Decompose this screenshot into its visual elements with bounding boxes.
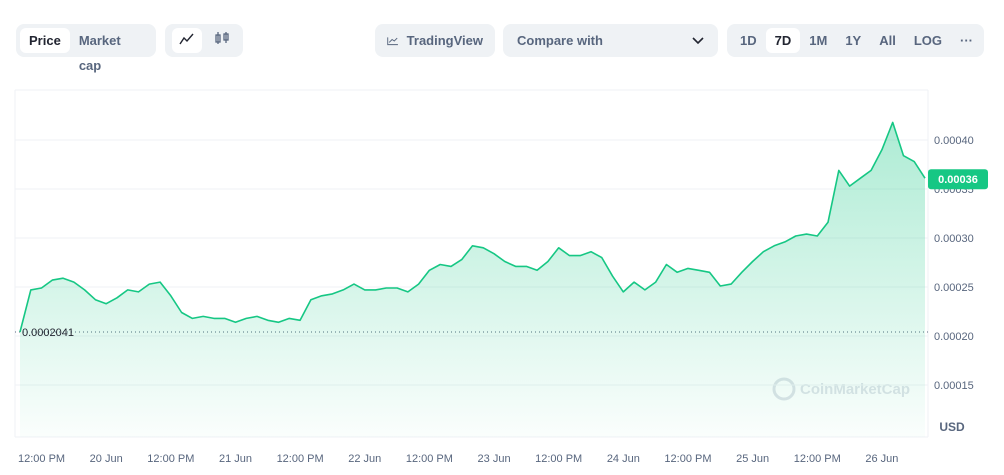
more-button[interactable]: ··· xyxy=(960,33,974,48)
watermark-text: CoinMarketCap xyxy=(800,381,910,398)
start-price-label: 0.0002041 xyxy=(22,327,74,339)
y-tick-label: 0.00040 xyxy=(934,135,974,147)
x-tick-label: 25 Jun xyxy=(736,453,769,465)
price-line xyxy=(19,121,926,333)
x-tick-label: 26 Jun xyxy=(865,453,898,465)
x-tick-label: 22 Jun xyxy=(348,453,381,465)
candle-chart-button[interactable] xyxy=(207,28,237,53)
watermark: CoinMarketCap xyxy=(772,377,910,401)
x-tick-label: 12:00 PM xyxy=(147,453,194,465)
y-tick-label: 0.00035 xyxy=(934,184,974,196)
compare-dropdown[interactable]: Compare with xyxy=(503,24,718,57)
price-button[interactable]: Price xyxy=(20,28,70,53)
x-tick-label: 12:00 PM xyxy=(535,453,582,465)
x-tick-label: 24 Jun xyxy=(607,453,640,465)
range-button[interactable]: 1D xyxy=(740,33,757,48)
range-button[interactable]: 7D xyxy=(765,28,801,53)
unit-label: USD xyxy=(939,420,965,434)
y-tick-label: 0.00015 xyxy=(934,380,974,392)
log-button[interactable]: LOG xyxy=(913,33,943,48)
x-tick-label: 12:00 PM xyxy=(277,453,324,465)
range-toggle: 1D 7D 1M 1Y All LOG ··· xyxy=(727,24,984,57)
x-tick-label: 21 Jun xyxy=(219,453,252,465)
y-tick-label: 0.00020 xyxy=(934,331,974,343)
view-toggle: Price Market cap xyxy=(16,24,156,73)
x-tick-label: 23 Jun xyxy=(478,453,511,465)
x-tick-label: 12:00 PM xyxy=(794,453,841,465)
x-tick-label: 12:00 PM xyxy=(406,453,453,465)
tradingview-label: TradingView xyxy=(406,33,483,48)
range-button[interactable]: 1M xyxy=(809,33,828,48)
range-button[interactable]: 1Y xyxy=(845,33,862,48)
compare-label: Compare with xyxy=(517,33,603,48)
current-price-label: 0.00036 xyxy=(938,174,978,186)
market-cap-button[interactable]: Market cap xyxy=(78,33,121,73)
x-tick-label: 12:00 PM xyxy=(18,453,65,465)
area-fill xyxy=(20,122,925,438)
line-chart-button[interactable] xyxy=(171,28,202,53)
tradingview-button[interactable]: TradingView xyxy=(375,24,495,57)
current-price-badge xyxy=(928,169,988,190)
y-tick-label: 0.00025 xyxy=(934,282,974,294)
range-button[interactable]: All xyxy=(879,33,896,48)
y-tick-label: 0.00030 xyxy=(934,233,974,245)
x-tick-label: 12:00 PM xyxy=(664,453,711,465)
chart-style-toggle xyxy=(165,24,243,57)
x-tick-label: 20 Jun xyxy=(90,453,123,465)
